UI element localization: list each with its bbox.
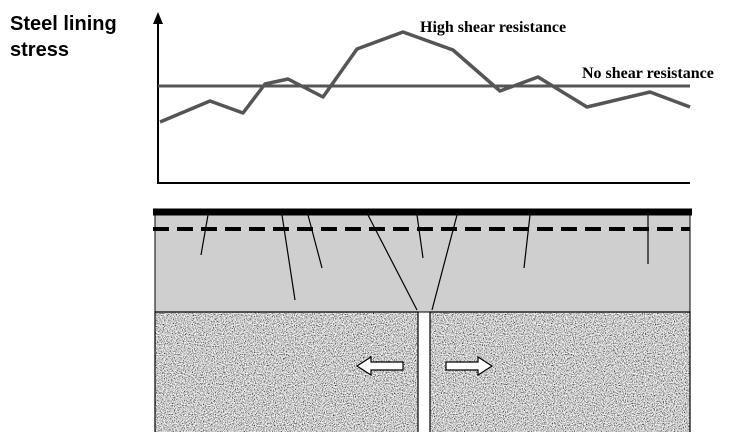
cracks: [200, 214, 649, 311]
axes: [157, 20, 690, 184]
peak-curve: [159, 30, 691, 124]
rock: [155, 312, 418, 432]
concrete: [154, 209, 691, 313]
rock: [430, 312, 690, 432]
rock-outline: [429, 311, 691, 432]
right-arrow: [445, 355, 494, 377]
curve-label: No shear resistance: [582, 65, 714, 82]
y-axis-label: Steel lining: [10, 13, 117, 35]
y-axis-label: stress: [10, 39, 69, 61]
curve-label: High shear resistance: [420, 19, 566, 36]
axis-arrow: [153, 12, 163, 24]
left-arrow: [355, 355, 404, 377]
rock-outline: [154, 311, 419, 432]
